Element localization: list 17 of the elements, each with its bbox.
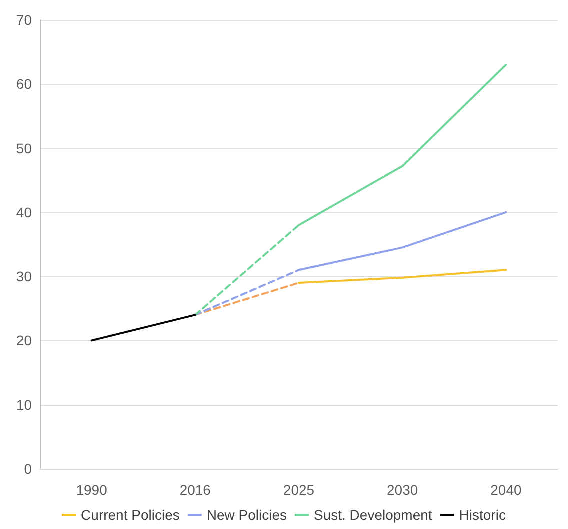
y-tick-label: 20 <box>16 332 32 349</box>
y-tick-label: 60 <box>16 76 32 92</box>
legend-label: Historic <box>459 507 506 523</box>
y-tick-label: 10 <box>16 396 32 413</box>
y-tick-label: 70 <box>16 12 32 28</box>
y-tick-label: 0 <box>24 461 32 477</box>
x-tick-label: 2025 <box>283 482 315 498</box>
legend-label: Current Policies <box>81 507 180 523</box>
legend-label: Sust. Development <box>314 507 432 523</box>
y-tick-label: 50 <box>16 140 32 156</box>
x-tick-label: 1990 <box>76 482 108 498</box>
y-tick-label: 40 <box>16 204 32 220</box>
x-tick-label: 2030 <box>387 482 418 498</box>
x-tick-label: 2016 <box>180 482 212 498</box>
x-tick-label: 2040 <box>490 482 522 498</box>
legend-label: New Policies <box>206 507 288 523</box>
y-tick-label: 30 <box>16 268 32 285</box>
